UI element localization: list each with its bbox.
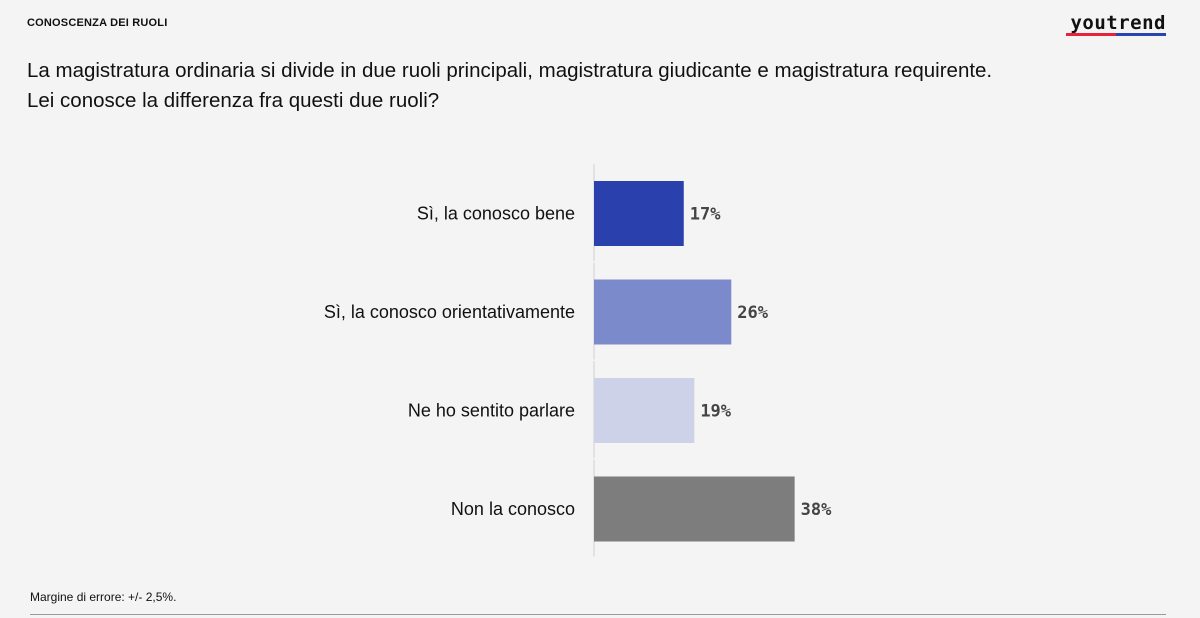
question-text: La magistratura ordinaria si divide in d… xyxy=(27,59,993,112)
bar xyxy=(594,279,732,345)
value-label: 17% xyxy=(690,205,721,225)
value-label: 38% xyxy=(801,500,832,520)
section-label: CONOSCENZA DEI RUOLI xyxy=(27,17,168,29)
margin-of-error-note: Margine di errore: +/- 2,5%. xyxy=(30,590,177,604)
bar xyxy=(594,476,795,542)
category-label: Ne ho sentito parlare xyxy=(408,401,575,421)
bar xyxy=(594,378,695,443)
brand-underline xyxy=(1066,33,1166,36)
category-label: Non la conosco xyxy=(451,499,575,519)
category-label: Sì, la conosco bene xyxy=(417,204,575,224)
category-label: Sì, la conosco orientativamente xyxy=(324,302,575,322)
bottom-divider xyxy=(30,614,1166,615)
value-label: 19% xyxy=(700,402,731,422)
brand-logo: youtrend xyxy=(1070,12,1166,34)
value-label: 26% xyxy=(737,303,768,323)
bar xyxy=(594,181,684,246)
